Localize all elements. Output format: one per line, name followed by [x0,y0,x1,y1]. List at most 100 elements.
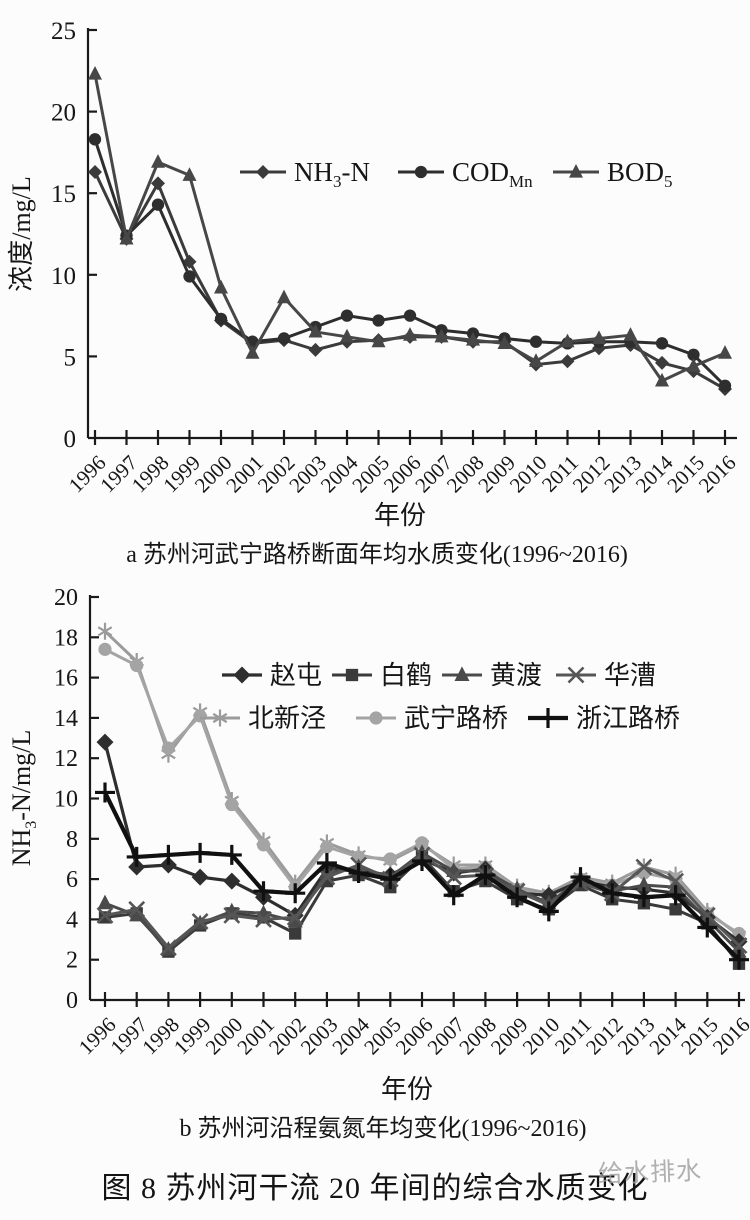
legend-label-赵屯: 赵屯 [270,661,322,690]
marker-x [635,858,653,876]
marker-x [223,906,241,924]
marker-x [286,908,304,926]
marker-plus [538,901,559,922]
y-tick-label: 18 [54,625,78,651]
marker-diamond [560,354,575,369]
marker-x [567,666,585,684]
marker-x [730,937,748,955]
marker-circle [161,741,175,755]
marker-square [345,668,359,682]
y-tick-label: 16 [54,666,78,692]
marker-circle [183,270,196,283]
marker-triangle [623,327,638,341]
marker-triangle [340,328,354,343]
marker-circle [193,709,207,723]
axes [86,28,737,445]
legend-label-BOD5: BOD5 [607,157,673,191]
marker-plus [285,883,306,904]
y-tick-label: 10 [54,787,78,813]
marker-triangle [287,912,303,928]
y-tick-label: 15 [51,181,76,208]
marker-plus [538,708,558,728]
marker-plus [697,917,718,938]
legend-item-CODMn: CODMn [398,157,533,191]
series-NH3-N [88,164,732,397]
y-tick-label: 12 [54,746,78,772]
legend-item-黄渡: 黄渡 [442,661,542,690]
marker-triangle [151,154,165,168]
marker-diamond [96,733,114,751]
marker-circle [130,658,144,673]
legend-label-武宁路桥: 武宁路桥 [404,704,508,733]
y-tick-label: 25 [51,18,76,45]
marker-circle [98,642,112,656]
legend-item-BOD5: BOD5 [553,157,673,191]
marker-diamond [128,858,146,876]
marker-triangle [182,167,197,181]
y-tick-label: 4 [66,907,78,933]
marker-circle [369,711,383,725]
legend-item-浙江路桥: 浙江路桥 [528,704,680,733]
marker-triangle [277,289,291,304]
series-BOD5 [88,66,732,387]
marker-triangle [97,894,113,910]
marker-triangle [371,333,386,348]
marker-plus [570,867,591,888]
marker-circle [151,198,165,211]
marker-triangle [686,358,701,372]
y-tick-label: 20 [51,100,76,127]
marker-plus [507,887,528,908]
marker-x [191,912,209,930]
marker-x [96,906,114,924]
marker-triangle [129,906,145,922]
x-axis-title: 年份 [381,1075,433,1104]
chart-b-nh3n-stations: 0246810121416182019961997199819992000200… [7,585,750,1142]
y-tick-label: 2 [66,948,78,974]
x-tick-label: 2016 [694,451,741,498]
x-tick-label: 2016 [708,1013,750,1060]
marker-triangle [454,666,470,681]
y-tick-label: 0 [66,988,78,1014]
legend-item-白鹤: 白鹤 [332,661,432,690]
legend-item-NH3-N: NH3-N [240,157,370,191]
marker-square [669,903,682,916]
marker-x [667,872,685,890]
legend-label-CODMn: CODMn [452,157,533,191]
marker-circle [383,852,397,866]
legend-label-华漕: 华漕 [604,661,656,690]
marker-x [159,939,177,957]
marker-triangle [569,163,583,178]
marker-circle [415,836,429,850]
marker-circle [655,337,669,350]
legend-label-浙江路桥: 浙江路桥 [576,704,680,733]
marker-triangle [245,345,260,359]
marker-plus [380,869,401,890]
marker-diamond [159,856,177,874]
y-axis-title: NH3-N/mg/L [7,730,40,867]
axes [88,595,745,1007]
marker-plus [475,865,496,886]
marker-x [445,868,463,886]
legend-label-白鹤: 白鹤 [380,661,432,690]
marker-plus [95,782,115,803]
marker-triangle [88,66,102,80]
marker-triangle [119,230,134,245]
marker-circle [403,309,417,322]
y-tick-label: 14 [54,706,78,732]
marker-plus [633,887,654,908]
marker-x [128,900,146,918]
marker-triangle [466,332,480,346]
marker-circle [372,314,385,327]
marker-plus [412,850,432,871]
marker-diamond [191,868,209,886]
legend-label-NH3-N: NH3-N [294,157,370,191]
marker-asterisk [97,622,113,640]
y-tick-label: 0 [64,426,77,453]
marker-triangle [718,345,732,359]
legend-item-华漕: 华漕 [556,661,656,690]
watermark: 给水排水 [597,1157,703,1189]
marker-plus [729,949,749,970]
marker-circle [277,332,291,345]
marker-plus [665,885,686,906]
